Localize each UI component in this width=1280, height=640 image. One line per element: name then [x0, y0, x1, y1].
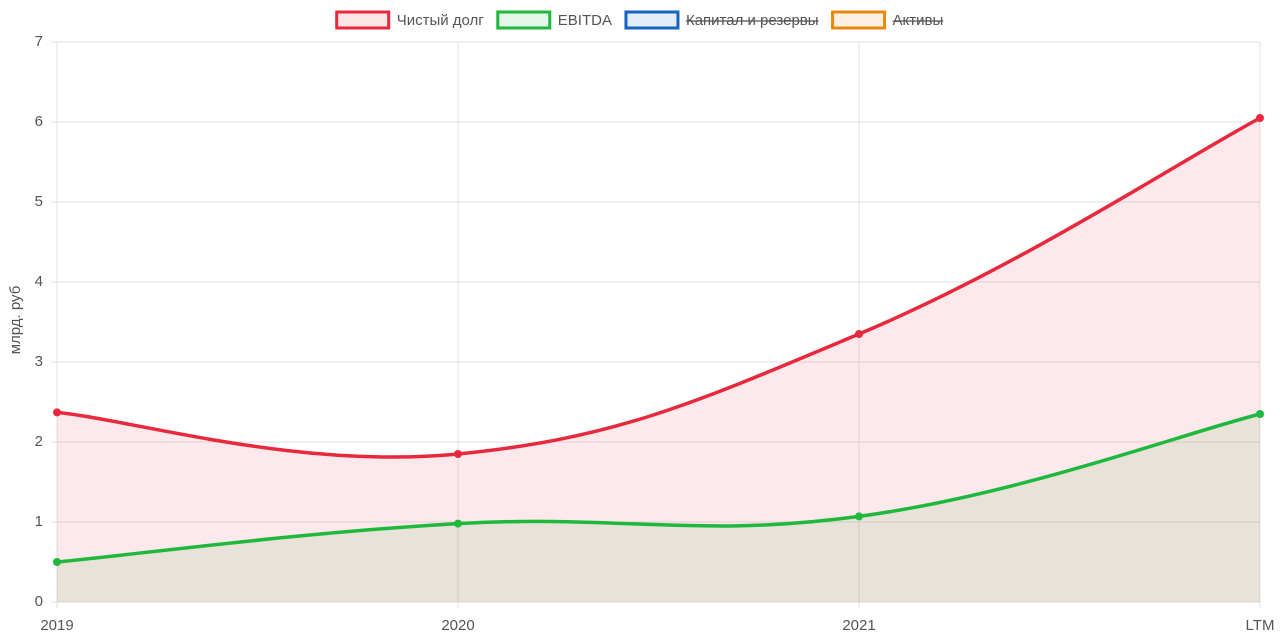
- series-line: [56, 412, 1261, 564]
- data-point: [53, 558, 61, 566]
- legend: Чистый долг EBITDA Капитал и резервы Активы: [335, 10, 944, 30]
- legend-item[interactable]: EBITDA: [496, 10, 612, 30]
- legend-label: Чистый долг: [397, 12, 485, 29]
- data-point: [53, 408, 61, 417]
- data-point: [855, 512, 863, 521]
- x-tick-label: 2021: [842, 617, 875, 634]
- data-point: [1256, 410, 1264, 418]
- y-tick-label: 0: [35, 593, 43, 610]
- series-line: [56, 116, 1261, 459]
- x-tick-label: 2020: [441, 617, 474, 634]
- legend-swatch: [624, 10, 680, 30]
- series-area: [57, 118, 1260, 602]
- legend-item[interactable]: Активы: [831, 10, 944, 30]
- y-tick-label: 2: [35, 433, 43, 450]
- y-tick-label: 1: [35, 513, 43, 530]
- y-tick-label: 3: [35, 353, 43, 370]
- legend-swatch: [496, 10, 552, 30]
- legend-swatch: [335, 10, 391, 30]
- data-point: [855, 330, 863, 338]
- y-tick-label: 4: [35, 273, 43, 290]
- legend-label: EBITDA: [558, 12, 612, 29]
- legend-item[interactable]: Чистый долг: [335, 10, 485, 30]
- series-area: [57, 414, 1260, 602]
- y-tick-label: 6: [35, 113, 43, 130]
- data-point: [1256, 114, 1264, 122]
- data-point: [454, 519, 462, 528]
- legend-item[interactable]: Капитал и резервы: [624, 10, 819, 30]
- data-point: [454, 450, 462, 458]
- x-tick-label: LTM: [1246, 617, 1275, 634]
- y-tick-label: 7: [35, 33, 43, 50]
- legend-swatch: [831, 10, 887, 30]
- y-axis-label: млрд. руб: [7, 286, 24, 355]
- y-tick-label: 5: [35, 193, 43, 210]
- x-tick-label: 2019: [40, 617, 73, 634]
